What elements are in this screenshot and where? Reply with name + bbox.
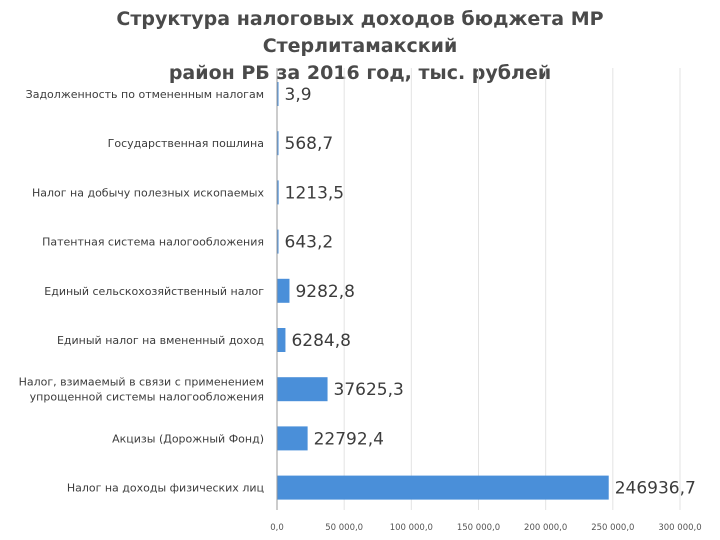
x-tick-label: 150 000,0 bbox=[457, 523, 500, 533]
bar bbox=[277, 82, 279, 106]
x-tick-label: 100 000,0 bbox=[390, 523, 433, 533]
category-label: упрощенной системы налогообложения bbox=[30, 391, 264, 404]
x-tick-label: 50 000,0 bbox=[325, 523, 363, 533]
bar bbox=[277, 229, 279, 254]
value-label: 22792,4 bbox=[314, 429, 384, 449]
chart-title: Структура налоговых доходов бюджета МР С… bbox=[40, 6, 680, 87]
value-label: 568,7 bbox=[285, 134, 334, 154]
bar bbox=[277, 328, 286, 352]
gridlines bbox=[343, 68, 681, 510]
value-label: 37625,3 bbox=[334, 380, 404, 400]
value-label: 643,2 bbox=[285, 233, 334, 253]
chart-title-line-1: Структура налоговых доходов бюджета МР С… bbox=[116, 8, 604, 57]
category-label: Акцизы (Дорожный Фонд) bbox=[112, 432, 264, 445]
value-label: 3,9 bbox=[285, 85, 312, 105]
category-label: Налог на добычу полезных ископаемых bbox=[32, 186, 264, 199]
category-label: Государственная пошлина bbox=[108, 137, 264, 150]
category-label: Налог на доходы физических лиц bbox=[67, 482, 264, 495]
bars bbox=[277, 82, 609, 500]
bar bbox=[277, 131, 279, 156]
x-axis-tick-labels: 0,0 50 000,0 100 000,0 150 000,0 200 000,0 25… bbox=[270, 523, 701, 533]
x-tick-label: 200 000,0 bbox=[524, 523, 567, 533]
value-label: 6284,8 bbox=[291, 331, 350, 351]
value-label: 246936,7 bbox=[615, 479, 696, 499]
bar bbox=[277, 475, 609, 500]
bar bbox=[277, 278, 290, 303]
bar bbox=[277, 426, 308, 451]
value-labels: 3,9 568,7 1213,5 643,2 9282,8 6284,8 37625,3 22… bbox=[285, 85, 696, 499]
category-label: Налог, взимаемый в связи с применением bbox=[19, 376, 264, 389]
x-tick-label: 250 000,0 bbox=[591, 523, 634, 533]
category-label: Патентная система налогообложения bbox=[42, 236, 264, 249]
category-label: Задолженность по отмененным налогам bbox=[26, 88, 264, 101]
value-label: 9282,8 bbox=[295, 282, 354, 302]
category-labels: Задолженность по отмененным налогам Госуд… bbox=[19, 88, 265, 495]
category-label: Единый налог на вмененный доход bbox=[57, 334, 264, 347]
bar bbox=[277, 180, 279, 205]
value-label: 1213,5 bbox=[285, 183, 344, 203]
chart-title-line-2: район РБ за 2016 год, тыс. рублей bbox=[168, 62, 552, 84]
x-tick-label: 300 000,0 bbox=[658, 523, 701, 533]
x-tick-label: 0,0 bbox=[270, 523, 284, 533]
category-label: Единый сельскохозяйственный налог bbox=[44, 285, 264, 298]
bar bbox=[277, 377, 328, 402]
